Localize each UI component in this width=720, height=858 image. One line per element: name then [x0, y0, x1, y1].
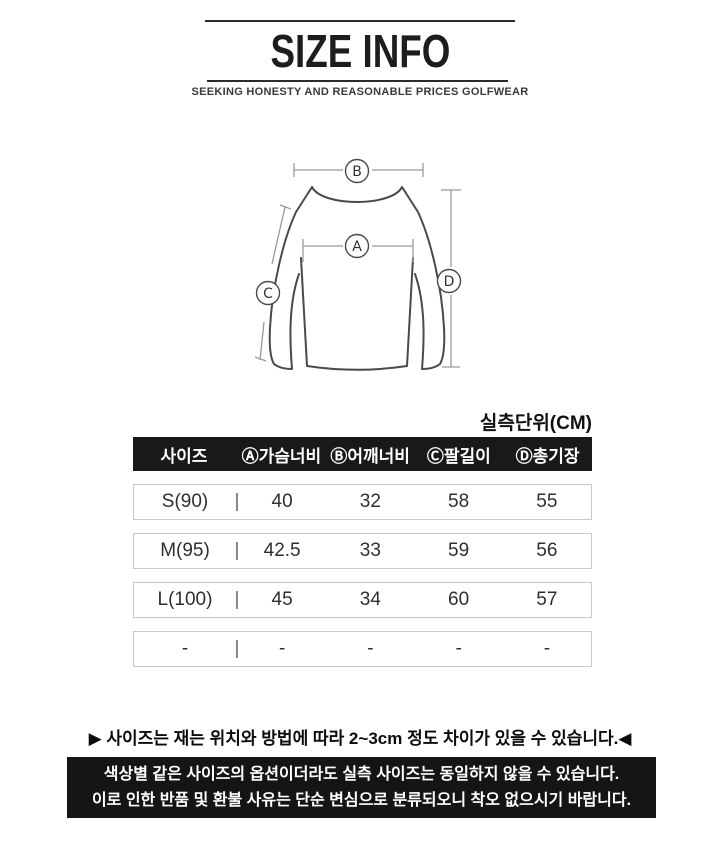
title-underline: [207, 80, 508, 82]
warning-box: 색상별 같은 사이즈의 옵션이더라도 실측 사이즈는 동일하지 않을 수 있습니…: [67, 757, 656, 818]
shoulder-value: -: [367, 638, 374, 659]
sleeve-value: 60: [448, 589, 470, 610]
length-value: 55: [536, 491, 558, 512]
table-header-row: 사이즈 | Ⓐ가슴너비 Ⓑ어깨너비 Ⓒ팔길이 Ⓓ총기장: [133, 437, 592, 471]
table-row-m: M(95) | 42.5 33 59 56: [133, 533, 592, 569]
table-row-l: L(100) | 45 34 60 57: [133, 582, 592, 618]
measure-length: D: [436, 189, 462, 368]
length-marker-letter: D: [444, 274, 455, 290]
column-header-chest: Ⓐ가슴너비: [241, 446, 322, 466]
shoulder-marker-letter: B: [352, 164, 362, 180]
sleeve-marker-icon: [255, 280, 281, 306]
chest-value: 40: [271, 491, 293, 512]
length-marker-icon: [436, 268, 462, 294]
warning-line-2: 이로 인한 반품 및 환불 사유는 단순 변심으로 분류되오니 착오 없으시기 …: [91, 791, 632, 809]
page-subtitle: SEEKING HONESTY AND REASONABLE PRICES GO…: [191, 86, 529, 98]
page-title: SIZE INFO: [270, 25, 450, 77]
column-header-sleeve: Ⓒ팔길이: [426, 446, 491, 466]
sleeve-value: 59: [448, 540, 470, 561]
warning-line-1: 색상별 같은 사이즈의 옵션이더라도 실측 사이즈는 동일하지 않을 수 있습니…: [103, 765, 620, 783]
chest-value: 42.5: [263, 540, 301, 561]
column-header-length: Ⓓ총기장: [515, 446, 580, 466]
measure-tolerance-note: ▶ 사이즈는 재는 위치와 방법에 따라 2~3cm 정도 차이가 있을 수 있…: [88, 729, 632, 748]
shoulder-value: 33: [359, 540, 381, 561]
size-table: 사이즈 | Ⓐ가슴너비 Ⓑ어깨너비 Ⓒ팔길이 Ⓓ총기장 S(90) | 40 3…: [133, 437, 592, 667]
column-header-shoulder: Ⓑ어깨너비: [330, 446, 410, 466]
shirt-outline: [268, 186, 446, 371]
shoulder-value: 34: [359, 589, 381, 610]
sleeve-marker-letter: C: [263, 286, 273, 302]
length-value: 56: [536, 540, 558, 561]
chest-marker-icon: [344, 233, 370, 259]
chest-marker-letter: A: [352, 239, 362, 255]
top-divider: [205, 20, 515, 22]
chest-value: 45: [271, 589, 293, 610]
measure-sleeve: C: [254, 204, 292, 362]
page-title-wrap: SIZE INFO: [0, 26, 720, 77]
shirt-measurement-diagram: B A C D: [254, 158, 462, 371]
size-label: M(95): [160, 540, 210, 561]
table-row-s: S(90) | 40 32 58 55: [133, 484, 592, 520]
column-divider: |: [234, 491, 240, 512]
shoulder-marker-icon: [344, 158, 370, 184]
size-label: -: [181, 638, 189, 659]
size-label: L(100): [157, 589, 213, 610]
table-row-empty: - | - - - -: [133, 631, 592, 667]
sleeve-value: 58: [448, 491, 470, 512]
shoulder-value: 32: [359, 491, 381, 512]
length-value: 57: [536, 589, 558, 610]
unit-label: 실측단위(CM): [479, 413, 592, 434]
column-divider: |: [234, 589, 240, 610]
measure-chest: A: [302, 233, 414, 262]
length-value: -: [543, 638, 551, 659]
measure-shoulder: B: [293, 158, 424, 184]
column-divider: |: [234, 638, 240, 659]
size-label: S(90): [161, 491, 209, 512]
column-header-size: 사이즈: [160, 446, 208, 466]
sleeve-value: -: [455, 638, 462, 659]
column-divider: |: [234, 540, 240, 561]
chest-value: -: [278, 638, 286, 659]
